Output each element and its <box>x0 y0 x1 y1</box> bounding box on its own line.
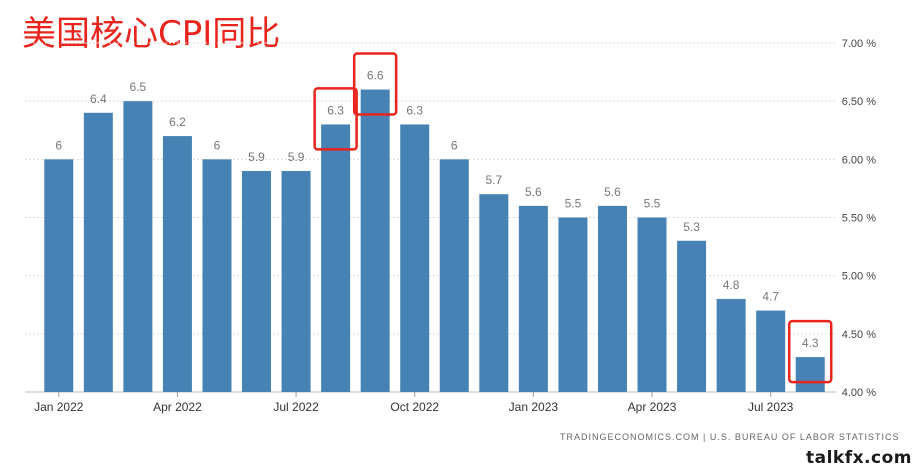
source-attribution: TRADINGECONOMICS.COM | U.S. BUREAU OF LA… <box>560 432 900 442</box>
highlight-box <box>352 52 398 116</box>
data-label: 6.5 <box>130 80 147 94</box>
y-tick-label: 4.50 % <box>842 329 876 341</box>
data-label: 4.8 <box>723 278 740 292</box>
data-label: 6 <box>214 138 221 152</box>
bar <box>518 205 548 392</box>
bar <box>597 205 627 392</box>
bar <box>439 159 469 392</box>
y-tick-label: 7.00 % <box>842 38 876 50</box>
x-tick-label: Oct 2022 <box>390 400 439 414</box>
y-tick-label: 6.00 % <box>842 154 876 166</box>
data-label: 6.4 <box>90 92 107 106</box>
y-tick-label: 4.00 % <box>842 387 876 399</box>
highlight-boxes <box>313 52 833 384</box>
x-axis-labels: Jan 2022 Apr 2022 Jul 2022 Oct 2022 Jan 2023… <box>34 392 794 414</box>
x-tick-label: Jul 2022 <box>273 400 319 414</box>
bar <box>242 170 272 392</box>
bar <box>162 136 192 392</box>
data-label: 5.6 <box>525 185 542 199</box>
data-label: 5.3 <box>683 220 700 234</box>
bar <box>202 159 232 392</box>
bar <box>83 112 113 393</box>
bar <box>281 170 311 392</box>
data-label: 6 <box>451 138 458 152</box>
bar <box>44 159 74 392</box>
bar <box>123 101 153 393</box>
data-label: 5.6 <box>604 185 621 199</box>
data-label: 5.7 <box>485 173 502 187</box>
y-tick-label: 6.50 % <box>842 96 876 108</box>
x-tick-label: Apr 2022 <box>153 400 202 414</box>
x-tick-label: Jan 2022 <box>34 400 84 414</box>
y-tick-label: 5.50 % <box>842 213 876 225</box>
bars <box>44 89 825 393</box>
data-label: 5.5 <box>565 197 582 211</box>
bar <box>479 194 509 392</box>
x-tick-label: Jul 2023 <box>748 400 794 414</box>
data-label: 5.9 <box>288 150 305 164</box>
x-tick-label: Apr 2023 <box>628 400 677 414</box>
bar <box>716 298 746 392</box>
bar <box>558 217 588 392</box>
data-label: 5.9 <box>248 150 265 164</box>
bar <box>677 240 707 392</box>
data-label: 4.7 <box>762 290 779 304</box>
data-label: 5.5 <box>644 197 661 211</box>
data-labels: 6 6.4 6.5 6.2 6 5.9 5.9 6.3 6.6 6.3 6 5.7 5.6 5.5 5.6 5… <box>55 69 818 351</box>
y-axis-labels: 4.00 % 4.50 % 5.00 % 5.50 % 6.00 % 6.50 % 7.00… <box>842 38 876 399</box>
data-label: 6.3 <box>327 103 344 117</box>
y-tick-label: 5.00 % <box>842 271 876 283</box>
bar <box>321 124 351 392</box>
bar <box>400 124 430 392</box>
data-label: 6.6 <box>367 69 384 83</box>
highlight-box <box>787 319 833 384</box>
data-label: 6.2 <box>169 115 186 129</box>
highlight-box <box>313 87 358 151</box>
bar <box>360 89 390 393</box>
data-label: 4.3 <box>802 336 819 350</box>
watermark: talkfx.com <box>805 448 912 468</box>
data-label: 6 <box>55 138 62 152</box>
data-label: 6.3 <box>406 103 423 117</box>
x-tick-label: Jan 2023 <box>509 400 559 414</box>
chart-title: 美国核心CPI同比 <box>22 14 281 54</box>
bar <box>637 217 667 392</box>
bar <box>756 310 786 392</box>
bar <box>795 357 825 392</box>
